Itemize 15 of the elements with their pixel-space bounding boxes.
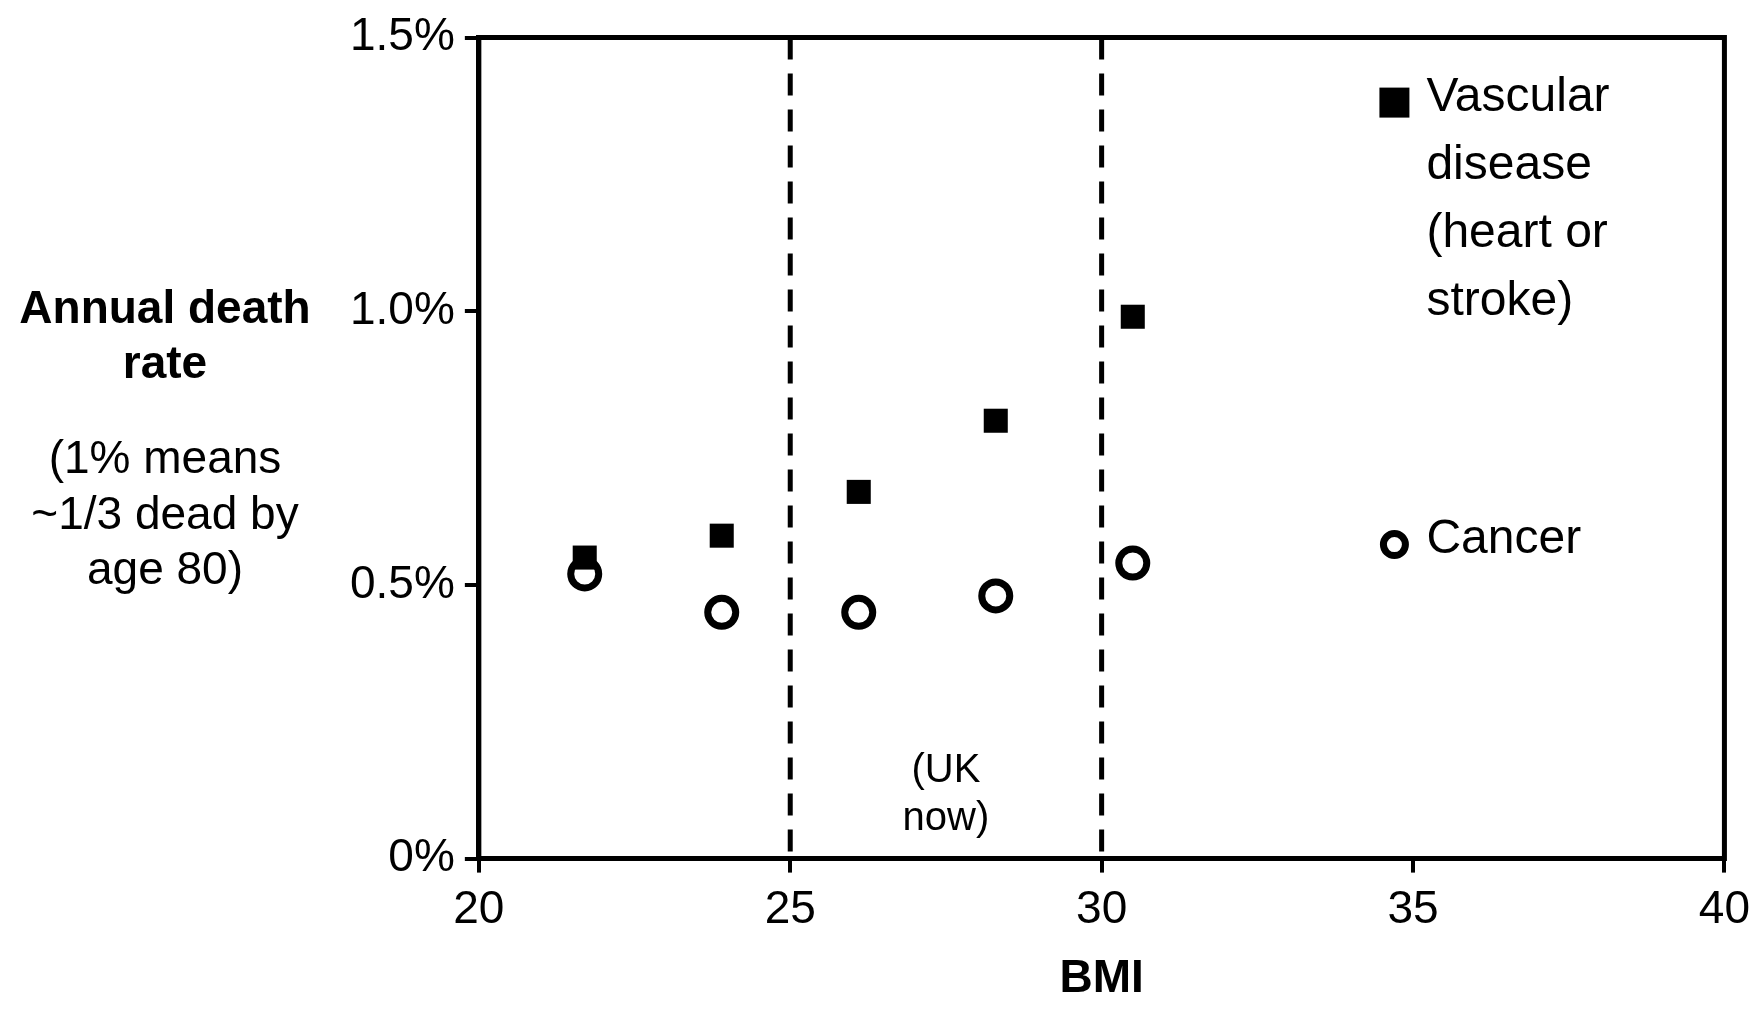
x-tick-label: 35 bbox=[1387, 880, 1439, 933]
text: (1% means ~1/3 dead by age 80) bbox=[30, 430, 300, 596]
x-tick-label: 25 bbox=[764, 880, 816, 933]
x-tick-label: 20 bbox=[453, 880, 505, 933]
x-tick-label: 30 bbox=[1076, 880, 1128, 933]
y-tick-label: 1.0% bbox=[349, 281, 455, 334]
legend-label: Vascular disease (heart or stroke) bbox=[1426, 67, 1610, 325]
y-tick-label: 1.5% bbox=[349, 8, 455, 61]
y-tick-label: 0.5% bbox=[349, 555, 455, 608]
x-tick-label: 40 bbox=[1698, 880, 1750, 933]
annotation: (UK now) bbox=[902, 745, 990, 838]
legend-label: Cancer bbox=[1426, 509, 1582, 563]
y-tick-label: 0% bbox=[388, 829, 455, 882]
y-axis-title: Annual death rate bbox=[18, 280, 312, 391]
x-axis-title: BMI bbox=[1059, 950, 1144, 1003]
